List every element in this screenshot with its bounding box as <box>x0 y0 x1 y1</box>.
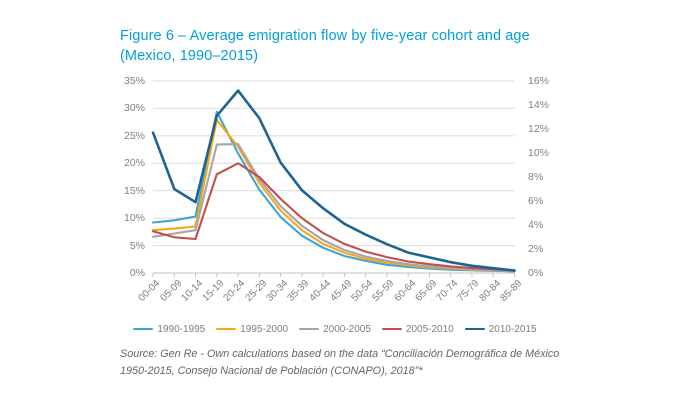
y-axis-left-tick-label: 15% <box>123 184 145 197</box>
source-line2: 1950-2015, Consejo Nacional de Población… <box>120 364 423 377</box>
legend-item-2010-2015: 2010-2015 <box>464 323 537 335</box>
figure-title-line1: Figure 6 – Average emigration flow by fi… <box>120 28 530 44</box>
y-axis-left-tick-label: 0% <box>129 267 145 279</box>
legend-label: 2010-2015 <box>488 323 537 335</box>
y-axis-left-tick-label: 35% <box>123 75 145 87</box>
legend-label: 2000-2005 <box>323 323 371 335</box>
y-axis-right-tick-label: 8% <box>528 171 544 183</box>
source-line1: Source: Gen Re - Own calculations based … <box>120 348 560 360</box>
legend-swatch-icon <box>299 327 320 331</box>
y-axis-right-tick-label: 4% <box>528 219 544 231</box>
legend-item-2005-2010: 2005-2010 <box>381 323 454 335</box>
figure-title-line2: (Mexico, 1990–2015) <box>120 47 259 64</box>
legend-label: 2005-2010 <box>405 323 454 335</box>
y-axis-right-tick-label: 10% <box>528 147 550 159</box>
legend-swatch-icon <box>216 327 237 331</box>
series-line-2005-2010 <box>151 162 516 272</box>
y-axis-left-tick-label: 5% <box>129 239 145 252</box>
y-axis-left-tick-label: 30% <box>123 102 145 115</box>
legend-swatch-icon <box>381 327 402 331</box>
source-note: Source: Gen Re - Own calculations based … <box>120 346 600 379</box>
legend-label: 1995-2000 <box>240 323 289 335</box>
legend-swatch-icon <box>133 327 154 331</box>
figure-title: Figure 6 – Average emigration flow by fi… <box>120 27 600 66</box>
y-axis-left-tick-label: 20% <box>123 157 145 170</box>
y-axis-right-tick-label: 12% <box>528 123 550 135</box>
series-line-2010-2015 <box>151 89 516 272</box>
y-axis-right-tick-label: 14% <box>528 99 550 111</box>
legend-item-1995-2000: 1995-2000 <box>216 324 288 335</box>
y-axis-right-tick-label: 6% <box>528 195 544 207</box>
legend-label: 1990-1995 <box>157 323 206 335</box>
y-axis-left-tick-label: 25% <box>123 129 145 142</box>
legend: 1990-1995 1995-2000 2000-2005 2005-2010 2010… <box>105 321 565 337</box>
y-axis-right-tick-label: 16% <box>528 75 550 87</box>
legend-item-2000-2005: 2000-2005 <box>299 324 371 335</box>
legend-item-1990-1995: 1990-1995 <box>133 324 205 335</box>
series-line-1995-2000 <box>151 118 516 272</box>
y-axis-right-tick-label: 2% <box>528 243 544 255</box>
y-axis-left-tick-label: 10% <box>123 212 145 225</box>
series-line-2000-2005 <box>151 143 516 272</box>
legend-swatch-icon <box>464 327 485 331</box>
y-axis-right-tick-label: 0% <box>528 267 544 279</box>
